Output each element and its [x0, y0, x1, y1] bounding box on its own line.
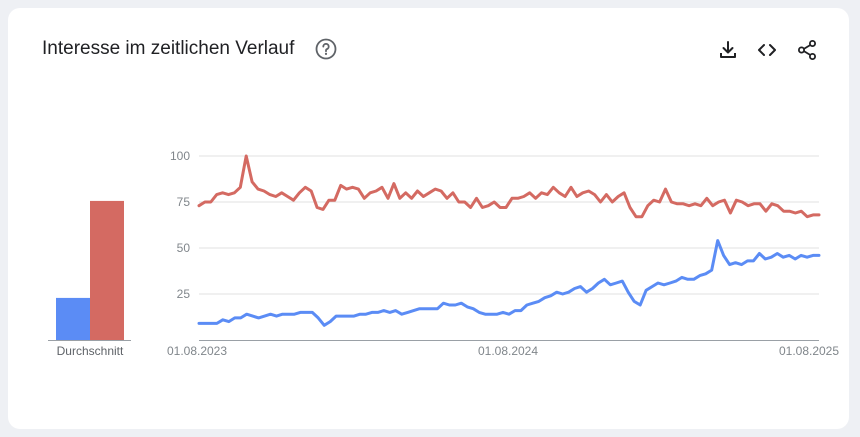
average-label: Durchschnitt [57, 344, 124, 358]
y-tick-label-50: 50 [177, 241, 191, 255]
y-tick-label-100: 100 [170, 149, 190, 163]
y-tick-label-25: 25 [177, 287, 191, 301]
average-bar-1 [90, 200, 124, 340]
card-title: Interesse im zeitlichen Verlauf [42, 38, 295, 59]
x-tick-label-1: 01.08.2024 [478, 344, 538, 358]
share-icon[interactable] [795, 38, 819, 62]
x-tick-label-0: 01.08.2023 [167, 344, 227, 358]
download-icon[interactable] [716, 38, 740, 62]
embed-code-icon[interactable] [755, 38, 779, 62]
y-tick-label-75: 75 [177, 195, 191, 209]
series-line-1 [197, 239, 821, 327]
average-bar-0 [56, 297, 90, 340]
x-tick-label-2: 01.08.2025 [779, 344, 839, 358]
interest-over-time-card: Interesse im zeitlichen Verlauf [8, 8, 849, 429]
help-circle-icon[interactable] [314, 37, 338, 61]
series-line-0 [197, 154, 821, 219]
